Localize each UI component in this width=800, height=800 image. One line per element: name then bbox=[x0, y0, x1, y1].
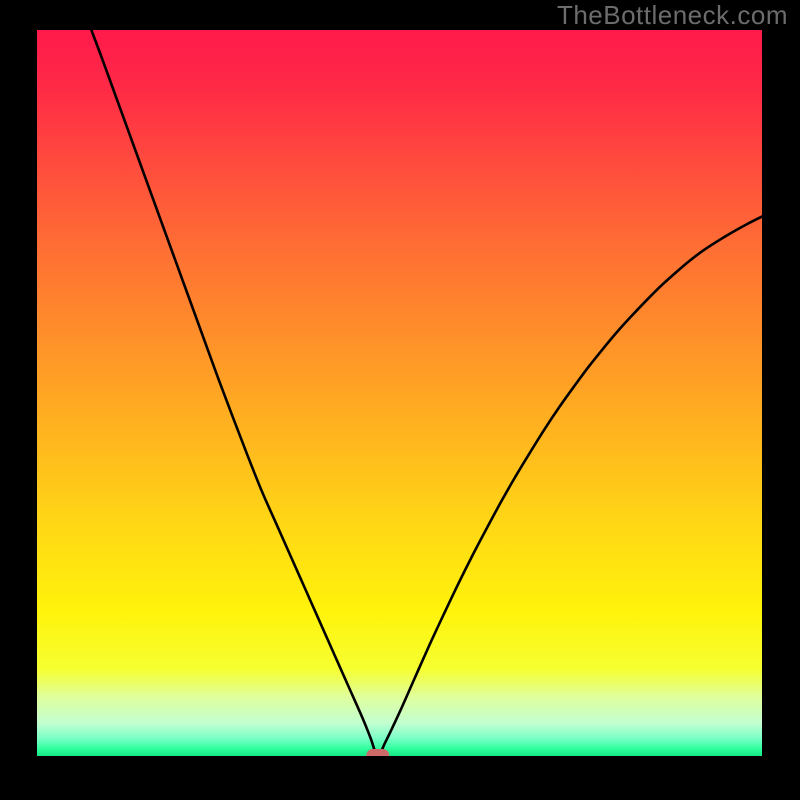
plot-background bbox=[37, 30, 762, 756]
bottleneck-chart-svg bbox=[0, 0, 800, 800]
optimal-point-marker bbox=[367, 750, 389, 763]
watermark-text: TheBottleneck.com bbox=[557, 0, 788, 31]
chart-stage: TheBottleneck.com bbox=[0, 0, 800, 800]
